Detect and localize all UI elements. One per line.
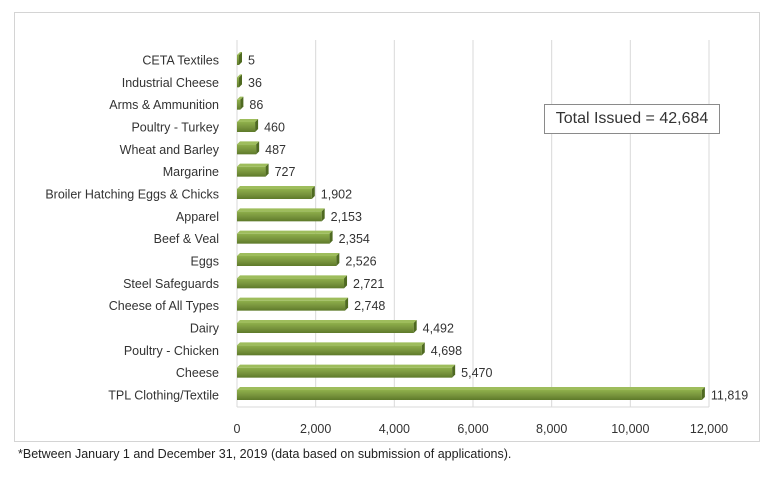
category-label: Margarine bbox=[163, 165, 219, 179]
bar bbox=[237, 278, 345, 289]
bar-side bbox=[452, 364, 456, 378]
x-tick-label: 12,000 bbox=[690, 422, 728, 436]
bar-top bbox=[237, 186, 315, 189]
bar bbox=[237, 144, 257, 155]
category-label: Dairy bbox=[190, 322, 220, 336]
bar-side bbox=[421, 342, 425, 356]
value-label: 2,153 bbox=[331, 210, 362, 224]
bar-top bbox=[237, 141, 260, 145]
category-label: Wheat and Barley bbox=[120, 143, 220, 157]
labels: 0 2,000 4,000 6,000 8,000 10,000 12,000 CETA Te… bbox=[45, 54, 748, 437]
category-label: Cheese bbox=[176, 366, 219, 380]
bar-side bbox=[701, 387, 705, 400]
bar bbox=[237, 99, 241, 110]
category-label: Steel Safeguards bbox=[123, 277, 219, 291]
value-label: 460 bbox=[264, 121, 285, 135]
value-label: 11,819 bbox=[711, 389, 748, 403]
bars bbox=[237, 52, 705, 400]
x-tick-label: 0 bbox=[234, 422, 241, 436]
bar-side bbox=[255, 119, 259, 132]
x-tick-label: 8,000 bbox=[536, 422, 567, 436]
category-label: Cheese of All Types bbox=[109, 299, 219, 313]
bar-side bbox=[345, 297, 349, 311]
bar-top bbox=[237, 163, 269, 167]
bar-top bbox=[237, 230, 333, 234]
value-label: 86 bbox=[249, 98, 263, 112]
bar bbox=[237, 77, 239, 88]
value-label: 5,470 bbox=[461, 366, 492, 380]
value-label: 727 bbox=[275, 165, 296, 179]
bar-top bbox=[237, 119, 259, 122]
bar bbox=[237, 345, 422, 356]
value-label: 5 bbox=[248, 54, 255, 68]
bar-side bbox=[239, 52, 242, 65]
bar-top bbox=[237, 364, 456, 368]
bar-side bbox=[344, 275, 348, 289]
total-issued-annotation: Total Issued = 42,684 bbox=[544, 104, 720, 134]
bar-side bbox=[240, 96, 244, 110]
value-label: 2,721 bbox=[353, 277, 384, 291]
category-label: Eggs bbox=[191, 255, 220, 269]
bar bbox=[237, 189, 312, 199]
value-label: 2,354 bbox=[339, 232, 370, 246]
x-tick-label: 4,000 bbox=[379, 422, 410, 436]
bar bbox=[237, 233, 330, 244]
bar-top bbox=[237, 208, 325, 212]
footnote: *Between January 1 and December 31, 2019… bbox=[18, 447, 512, 461]
category-label: Poultry - Chicken bbox=[124, 344, 219, 358]
value-label: 4,698 bbox=[431, 344, 462, 358]
category-label: CETA Textiles bbox=[142, 54, 219, 68]
category-label: TPL Clothing/Textile bbox=[108, 389, 219, 403]
value-label: 4,492 bbox=[423, 322, 454, 336]
bar-side bbox=[239, 74, 242, 88]
bar-top bbox=[237, 387, 705, 390]
bar bbox=[237, 367, 453, 378]
x-tick-label: 6,000 bbox=[457, 422, 488, 436]
category-label: Arms & Ammunition bbox=[109, 98, 219, 112]
category-label: Beef & Veal bbox=[154, 232, 219, 246]
bar bbox=[237, 211, 322, 222]
category-label: Poultry - Turkey bbox=[131, 121, 219, 135]
bar-side bbox=[329, 230, 333, 244]
value-label: 487 bbox=[265, 143, 286, 157]
value-label: 1,902 bbox=[321, 188, 352, 202]
category-label: Apparel bbox=[176, 210, 219, 224]
bar bbox=[237, 256, 337, 266]
bar-side bbox=[265, 163, 269, 177]
bar bbox=[237, 323, 414, 333]
bar-side bbox=[256, 141, 260, 155]
bar bbox=[237, 390, 702, 400]
bar-top bbox=[237, 74, 242, 78]
bar-top bbox=[237, 320, 417, 323]
x-tick-label: 10,000 bbox=[611, 422, 649, 436]
x-tick-label: 2,000 bbox=[300, 422, 331, 436]
bar-top bbox=[237, 96, 244, 100]
bar bbox=[237, 55, 239, 65]
bar-side bbox=[311, 186, 315, 199]
value-label: 2,748 bbox=[354, 299, 385, 313]
bar-side bbox=[413, 320, 417, 333]
bar-top bbox=[237, 342, 425, 346]
bar bbox=[237, 300, 346, 311]
bar-side bbox=[336, 253, 340, 266]
bar-side bbox=[321, 208, 325, 222]
value-label: 36 bbox=[248, 76, 262, 90]
bar bbox=[237, 122, 256, 132]
bar-top bbox=[237, 275, 348, 279]
bar-top bbox=[237, 253, 340, 256]
category-label: Industrial Cheese bbox=[122, 76, 219, 90]
bar-top bbox=[237, 297, 349, 301]
category-label: Broiler Hatching Eggs & Chicks bbox=[45, 188, 219, 202]
bar-top bbox=[237, 52, 242, 55]
bar bbox=[237, 166, 266, 177]
value-label: 2,526 bbox=[345, 255, 376, 269]
